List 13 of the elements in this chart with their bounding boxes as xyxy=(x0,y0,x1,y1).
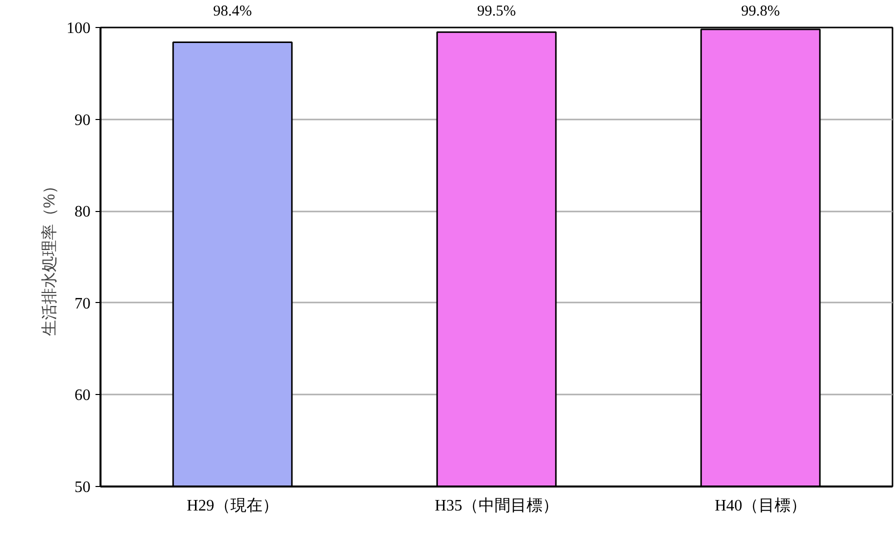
y-tick-label: 80 xyxy=(74,204,90,221)
y-tick-label: 90 xyxy=(74,112,90,129)
y-tick-label: 50 xyxy=(74,479,90,496)
y-tick-label: 100 xyxy=(66,20,90,37)
y-axis-title: 生活排水処理率（%） xyxy=(40,178,58,336)
x-tick-label: H35（中間目標） xyxy=(434,496,558,514)
x-tick-label: H29（現在） xyxy=(186,498,278,514)
data-label: 99.8% xyxy=(741,4,780,20)
data-label: 98.4% xyxy=(213,4,252,20)
y-tick-label: 60 xyxy=(74,387,90,404)
x-tick-label: H40（目標） xyxy=(714,496,806,514)
y-tick-label: 70 xyxy=(74,295,90,312)
data-label: 99.5% xyxy=(477,4,516,20)
